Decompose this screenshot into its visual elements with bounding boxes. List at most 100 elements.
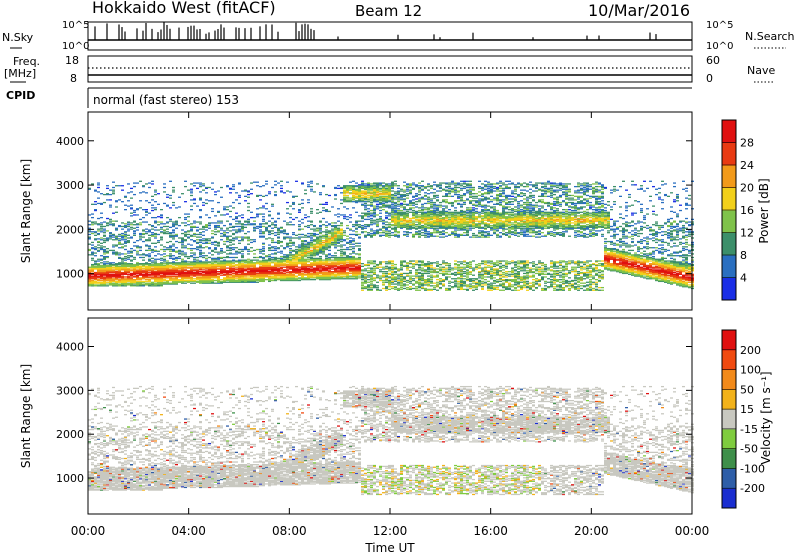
power-cell xyxy=(313,254,316,256)
power-cell xyxy=(247,273,250,275)
power-cell xyxy=(100,237,103,239)
power-cell xyxy=(400,206,403,208)
power-cell xyxy=(364,186,367,189)
power-cell xyxy=(409,228,412,230)
power-cell xyxy=(145,284,148,286)
power-cell xyxy=(175,224,178,226)
power-cell xyxy=(238,220,241,222)
power-cell xyxy=(103,270,106,272)
power-cell xyxy=(145,268,148,270)
power-cell xyxy=(361,194,364,197)
power-cell xyxy=(376,230,379,232)
power-cell xyxy=(322,247,325,249)
power-cell xyxy=(232,281,235,283)
power-cell xyxy=(280,187,283,190)
power-cell xyxy=(175,222,178,224)
power-cell xyxy=(163,223,166,225)
power-cell xyxy=(175,280,178,283)
power-cell xyxy=(262,268,265,270)
power-cell xyxy=(271,217,274,220)
power-cell xyxy=(367,274,370,276)
power-cell xyxy=(121,279,124,282)
power-cell xyxy=(394,214,397,216)
power-cell xyxy=(277,247,280,249)
power-cell xyxy=(205,240,208,242)
power-cell xyxy=(214,248,217,251)
power-cell xyxy=(169,197,172,199)
power-cell xyxy=(187,261,190,263)
power-cell xyxy=(277,228,280,230)
power-cell xyxy=(310,251,313,253)
power-cell xyxy=(262,242,265,244)
power-cell xyxy=(373,185,376,187)
power-cell xyxy=(226,261,229,263)
power-cell xyxy=(217,278,220,281)
freq-tick-top: 18 xyxy=(65,54,79,67)
power-cell xyxy=(376,214,379,216)
power-cell xyxy=(103,272,106,275)
power-cell xyxy=(406,269,409,271)
power-cell xyxy=(403,216,406,219)
power-cell xyxy=(211,236,214,238)
power-cell xyxy=(151,232,154,234)
power-cell xyxy=(367,214,370,216)
power-cell xyxy=(301,263,304,266)
power-cell xyxy=(133,269,136,271)
power-cell xyxy=(145,245,148,247)
power-cell xyxy=(169,248,172,251)
power-cell xyxy=(313,239,316,241)
power-cell xyxy=(343,192,346,194)
power-cell xyxy=(319,235,322,237)
power-cell xyxy=(130,277,133,279)
power-cell xyxy=(94,223,97,225)
power-cell xyxy=(187,275,190,277)
power-cell xyxy=(346,191,349,193)
power-cell xyxy=(172,235,175,237)
power-cell xyxy=(340,271,343,274)
power-cell xyxy=(391,197,394,199)
power-cell xyxy=(361,228,364,230)
power-cell xyxy=(319,257,322,260)
power-cell xyxy=(250,268,253,270)
power-cell xyxy=(154,232,157,235)
power-cell xyxy=(310,258,313,260)
power-cell xyxy=(370,192,373,194)
power-cell xyxy=(145,228,148,230)
power-cell xyxy=(259,263,262,266)
power-cell xyxy=(295,246,298,248)
power-cell xyxy=(274,276,277,278)
power-cell xyxy=(181,272,184,275)
power-cell xyxy=(274,269,277,271)
power-cell xyxy=(397,223,400,225)
power-cell xyxy=(406,185,409,188)
power-cell xyxy=(166,241,169,244)
power-cell xyxy=(169,278,172,281)
power-cell xyxy=(298,272,301,275)
power-cell xyxy=(409,227,412,229)
power-cell xyxy=(319,267,322,269)
power-cell xyxy=(262,232,265,235)
power-cell xyxy=(286,255,289,258)
power-cell xyxy=(382,272,385,275)
power-cell xyxy=(247,278,250,281)
power-cell xyxy=(97,249,100,252)
power-cell xyxy=(298,248,301,251)
power-cell xyxy=(271,232,274,235)
power-cell xyxy=(376,187,379,190)
power-cell xyxy=(214,270,217,272)
power-cell xyxy=(148,260,151,262)
power-cell xyxy=(151,264,154,267)
power-cell xyxy=(223,265,226,267)
power-cell xyxy=(100,279,103,282)
power-cell xyxy=(418,220,421,222)
power-cell xyxy=(352,251,355,253)
power-cell xyxy=(316,276,319,278)
power-cell xyxy=(385,206,388,208)
power-cell xyxy=(376,190,379,192)
power-cell xyxy=(418,282,421,284)
power-cell xyxy=(256,256,259,259)
power-cell xyxy=(172,186,175,189)
power-cell xyxy=(163,202,166,205)
power-cell xyxy=(328,267,331,269)
power-cell xyxy=(379,279,382,282)
